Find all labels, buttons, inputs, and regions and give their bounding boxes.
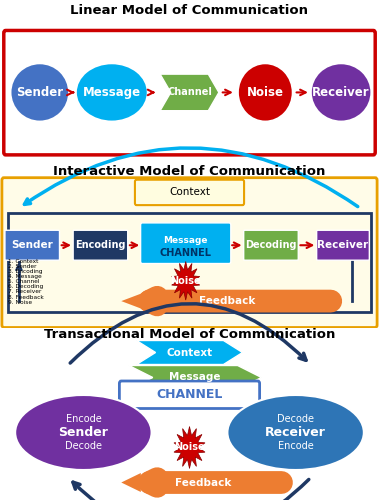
Text: Receiver: Receiver [265,426,326,439]
Polygon shape [174,426,205,469]
Text: CHANNEL: CHANNEL [156,388,223,401]
Text: Message: Message [83,86,141,99]
Text: 1. Context: 1. Context [8,259,39,264]
FancyBboxPatch shape [244,230,298,260]
Text: 2. Sender: 2. Sender [8,264,37,269]
Ellipse shape [227,395,364,470]
FancyBboxPatch shape [73,230,128,260]
Text: Channel: Channel [167,88,212,98]
FancyBboxPatch shape [2,178,377,328]
Text: Linear Model of Communication: Linear Model of Communication [70,4,309,16]
Polygon shape [121,473,284,492]
FancyBboxPatch shape [4,30,375,155]
Text: Feedback: Feedback [175,478,231,488]
Text: Receiver: Receiver [318,240,368,250]
Text: Context: Context [166,348,213,358]
Text: 4. Message: 4. Message [8,274,42,279]
Ellipse shape [238,63,293,122]
Text: Decode: Decode [277,414,314,424]
Text: Encode: Encode [278,441,313,451]
Text: Sender: Sender [16,86,63,99]
Text: 6. Decoding: 6. Decoding [8,284,44,290]
Text: Transactional Model of Communication: Transactional Model of Communication [44,328,335,342]
Text: 5. Channel: 5. Channel [8,280,40,284]
FancyBboxPatch shape [5,230,60,260]
Text: 3. Encoding: 3. Encoding [8,269,43,274]
Text: Feedback: Feedback [199,296,255,306]
Text: Message: Message [163,236,208,245]
Polygon shape [136,340,243,364]
Ellipse shape [15,395,152,470]
Text: 9. Noise: 9. Noise [8,300,33,304]
Text: Message: Message [169,372,221,382]
Polygon shape [129,366,262,390]
FancyBboxPatch shape [119,381,260,408]
Text: 7. Receiver: 7. Receiver [8,290,42,294]
Ellipse shape [76,63,148,122]
Text: Receiver: Receiver [312,86,370,99]
Text: Decode: Decode [65,441,102,451]
Text: 8. Feedback: 8. Feedback [8,294,44,300]
Polygon shape [172,262,200,300]
Text: Context: Context [169,188,210,198]
Polygon shape [160,74,219,110]
Text: Encode: Encode [66,414,101,424]
FancyBboxPatch shape [316,230,369,260]
Text: Sender: Sender [11,240,53,250]
Text: Noise: Noise [174,442,205,452]
Polygon shape [121,292,334,310]
FancyBboxPatch shape [141,223,231,264]
Text: Interactive Model of Communication: Interactive Model of Communication [53,164,326,177]
FancyBboxPatch shape [135,180,244,205]
Ellipse shape [11,63,69,122]
Text: Encoding: Encoding [75,240,126,250]
Text: Noise: Noise [247,86,284,99]
Ellipse shape [311,63,371,122]
Text: Sender: Sender [58,426,108,439]
Text: Decoding: Decoding [245,240,297,250]
Text: CHANNEL: CHANNEL [160,248,212,258]
Text: Noise: Noise [171,276,201,286]
